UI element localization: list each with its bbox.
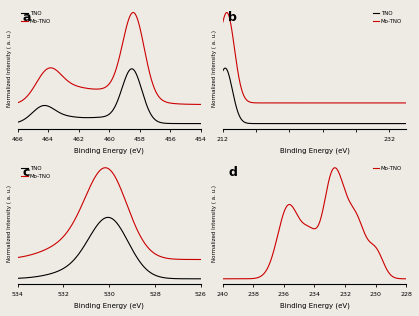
Y-axis label: Normalized Intensity ( a. u.): Normalized Intensity ( a. u.) <box>7 29 12 106</box>
X-axis label: Binding Energy (eV): Binding Energy (eV) <box>74 147 144 154</box>
Legend: TNO, Mo-TNO: TNO, Mo-TNO <box>20 165 52 180</box>
Legend: TNO, Mo-TNO: TNO, Mo-TNO <box>372 10 403 25</box>
Y-axis label: Normalized Intensity ( a. u.): Normalized Intensity ( a. u.) <box>212 185 217 262</box>
Text: b: b <box>228 11 237 24</box>
X-axis label: Binding Energy (eV): Binding Energy (eV) <box>279 147 349 154</box>
Legend: TNO, Mo-TNO: TNO, Mo-TNO <box>20 10 52 25</box>
X-axis label: Binding Energy (eV): Binding Energy (eV) <box>74 302 144 309</box>
Y-axis label: Normalized Intensity ( a. u.): Normalized Intensity ( a. u.) <box>212 29 217 106</box>
Text: d: d <box>228 166 237 179</box>
Legend: Mo-TNO: Mo-TNO <box>372 165 403 172</box>
Text: c: c <box>23 166 30 179</box>
X-axis label: Binding Energy (eV): Binding Energy (eV) <box>279 302 349 309</box>
Y-axis label: Normalized Intensity ( a. u.): Normalized Intensity ( a. u.) <box>7 185 12 262</box>
Text: a: a <box>23 11 31 24</box>
